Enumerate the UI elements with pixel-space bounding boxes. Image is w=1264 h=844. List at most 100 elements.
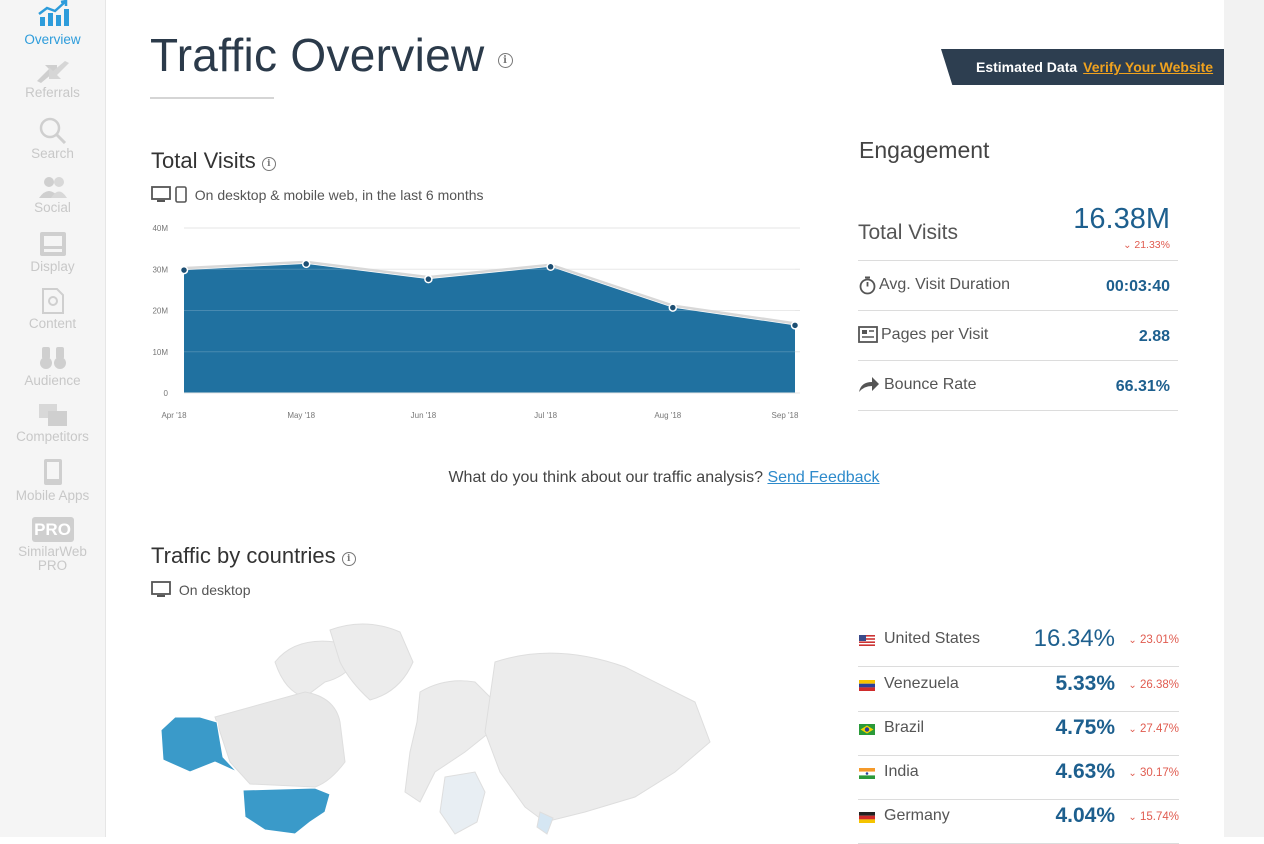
sidebar-item-mobile-apps[interactable]: Mobile Apps (0, 458, 105, 503)
stacked-windows-icon (38, 404, 67, 426)
total-visits-label: Total Visits (858, 221, 958, 244)
desktop-icon (151, 581, 171, 597)
visits-data-point (179, 265, 189, 275)
search-icon (39, 117, 66, 144)
country-row[interactable]: Brazil 4.75% ⌄ 27.47% (858, 711, 1179, 756)
country-share: 5.33% (1055, 672, 1115, 695)
x-tick-label: Apr '18 (161, 411, 187, 420)
desktop-icon (151, 186, 171, 202)
sidebar-item-label: Display (30, 259, 75, 274)
visits-data-point (424, 274, 433, 284)
map-germany-region (439, 771, 486, 835)
country-share: 4.04% (1055, 804, 1115, 827)
y-tick-label: 10M (152, 348, 168, 357)
visits-area (184, 263, 795, 393)
x-tick-label: Sep '18 (772, 411, 799, 420)
down-chevron-icon: ⌄ (1128, 680, 1137, 691)
info-icon[interactable]: i (497, 53, 513, 68)
sidebar-item-label: Content (28, 316, 77, 331)
verify-website-link[interactable]: Verify Your Website (1083, 59, 1214, 75)
engagement-label: Bounce Rate (884, 376, 977, 393)
traffic-by-countries-heading: Traffic by countries i (151, 543, 356, 569)
country-row[interactable]: Venezuela 5.33% ⌄ 26.38% (858, 667, 1179, 712)
engagement-row: Pages per Visit 2.88 (858, 311, 1178, 361)
engagement-value: 2.88 (1138, 328, 1170, 345)
country-change-value: 26.38% (1139, 679, 1179, 691)
users-icon (38, 177, 67, 198)
total-visits-subtitle-text: On desktop & mobile web, in the last 6 m… (194, 187, 484, 203)
page-title-text: Traffic Overview (150, 29, 485, 81)
down-chevron-icon: ⌄ (1128, 635, 1137, 646)
country-row[interactable]: India 4.63% ⌄ 30.17% (858, 755, 1179, 800)
country-share: 4.75% (1055, 716, 1115, 739)
x-tick-label: Jun '18 (411, 411, 437, 420)
send-feedback-link[interactable]: Send Feedback (767, 469, 880, 486)
country-change-value: 27.47% (1139, 723, 1179, 735)
sidebar-item-label: SimilarWeb PRO (18, 544, 87, 573)
india-flag-icon (859, 768, 875, 779)
y-tick-label: 30M (152, 265, 168, 274)
sidebar-item-label: Referrals (25, 85, 80, 100)
page-title: Traffic Overview i (150, 28, 513, 82)
map-canada-arctic (274, 640, 356, 698)
map-canada (214, 691, 346, 788)
map-europe (404, 680, 496, 803)
visits-data-point (790, 321, 800, 330)
y-tick-label: 20M (152, 307, 168, 316)
sidebar-item-label: Social (34, 200, 71, 215)
sidebar-item-competitors[interactable]: Competitors (0, 403, 105, 444)
total-visits-change: ⌄ 21.33% (1123, 239, 1170, 251)
y-tick-label: 0 (164, 389, 169, 398)
sidebar-item-search[interactable]: Search (0, 116, 105, 161)
country-change: ⌄ 27.47% (1128, 723, 1179, 735)
title-underline (150, 97, 274, 99)
country-name: Venezuela (884, 675, 959, 692)
down-chevron-icon: ⌄ (1128, 812, 1137, 823)
brazil-flag-icon (859, 724, 875, 735)
feedback-prompt: What do you think about our traffic anal… (0, 469, 1264, 487)
info-icon[interactable]: i (261, 157, 276, 171)
country-name: Germany (884, 807, 950, 824)
right-gutter (1224, 0, 1264, 837)
stopwatch-icon (859, 276, 876, 295)
engagement-row: Avg. Visit Duration 00:03:40 (858, 261, 1178, 311)
country-row[interactable]: United States 16.34% ⌄ 23.01% (858, 622, 1179, 667)
country-row[interactable]: Germany 4.04% ⌄ 15.74% (858, 799, 1179, 844)
sidebar-item-referrals[interactable]: Referrals (0, 61, 105, 100)
map-india (536, 811, 554, 835)
countries-subtitle: On desktop (151, 581, 251, 598)
world-map (160, 623, 711, 835)
sidebar-item-social[interactable]: Social (0, 176, 105, 215)
sidebar-item-content[interactable]: Content (0, 288, 105, 331)
country-change-value: 30.17% (1139, 767, 1179, 779)
sidebar-item-display[interactable]: Display (0, 231, 105, 274)
info-icon[interactable]: i (341, 552, 356, 566)
visits-data-point (301, 259, 311, 269)
sidebar-item-similarweb-pro[interactable]: PRO SimilarWeb PRO (0, 517, 105, 573)
feedback-question: What do you think about our traffic anal… (448, 469, 763, 486)
document-icon (41, 288, 64, 314)
engagement-row: Bounce Rate 66.31% (858, 361, 1178, 411)
country-share: 4.63% (1055, 760, 1115, 783)
engagement-heading: Engagement (859, 137, 990, 163)
map-alaska (160, 716, 238, 773)
country-change: ⌄ 26.38% (1128, 679, 1179, 691)
sidebar-item-overview[interactable]: Overview (0, 0, 105, 47)
engagement-label: Avg. Visit Duration (879, 276, 1011, 293)
visits-line-shadow (183, 260, 796, 325)
pages-icon (858, 326, 878, 343)
country-name: India (884, 763, 919, 780)
country-change: ⌄ 23.01% (1128, 634, 1179, 646)
x-tick-label: Jul '18 (534, 411, 557, 420)
sidebar-item-audience[interactable]: Audience (0, 345, 105, 388)
down-chevron-icon: ⌄ (1128, 724, 1137, 735)
engagement-value: 00:03:40 (1105, 278, 1170, 295)
total-visits-change-value: 21.33% (1134, 239, 1170, 251)
engagement-total-visits-row: Total Visits 16.38M ⌄ 21.33% (858, 196, 1178, 261)
estimated-data-label: Estimated Data (976, 59, 1078, 75)
visits-data-point (668, 303, 678, 312)
sidebar-item-label: Competitors (16, 429, 89, 444)
down-chevron-icon: ⌄ (1128, 768, 1137, 779)
country-change: ⌄ 15.74% (1128, 811, 1179, 823)
down-chevron-icon: ⌄ (1123, 240, 1132, 251)
